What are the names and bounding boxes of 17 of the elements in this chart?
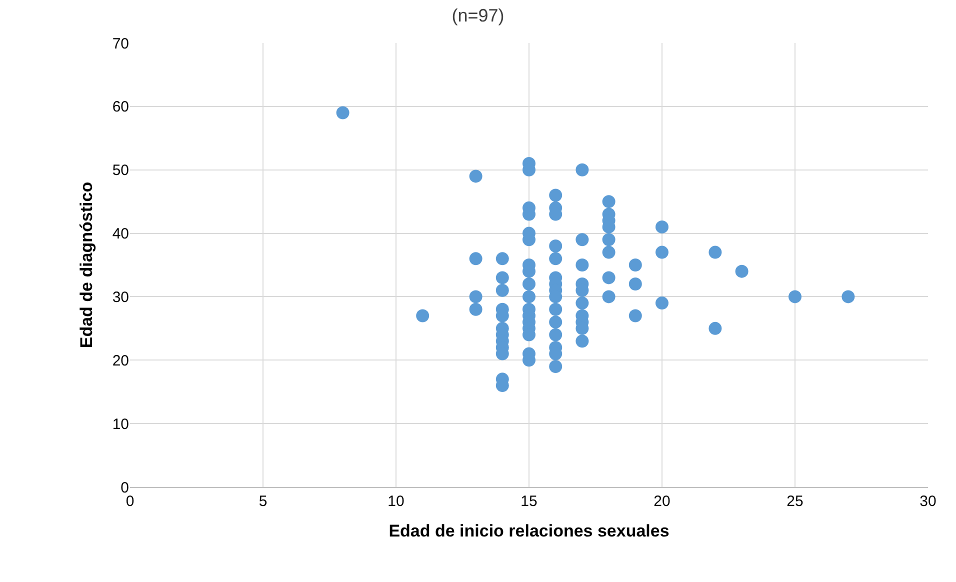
- y-tick-label: 0: [120, 479, 129, 496]
- y-tick-label: 10: [112, 416, 129, 433]
- x-tick-label: 25: [786, 493, 804, 510]
- chart-title: (n=97): [452, 5, 504, 26]
- y-tick-label: 40: [112, 226, 129, 243]
- y-axis-title: Edad de diagnóstico: [76, 182, 96, 348]
- y-tick-label: 70: [112, 35, 129, 52]
- x-tick-label: 5: [258, 493, 268, 510]
- x-axis-title: Edad de inicio relaciones sexuales: [388, 521, 670, 540]
- x-tick-label: 30: [920, 493, 936, 510]
- y-tick-label: 50: [112, 162, 129, 180]
- y-tick-label: 60: [112, 98, 129, 116]
- x-tick-label: 20: [654, 493, 670, 510]
- x-tick-label: 10: [388, 493, 404, 510]
- x-tick-label: 15: [520, 493, 538, 510]
- y-tick-label: 30: [112, 288, 129, 306]
- y-tick-label: 20: [112, 352, 129, 370]
